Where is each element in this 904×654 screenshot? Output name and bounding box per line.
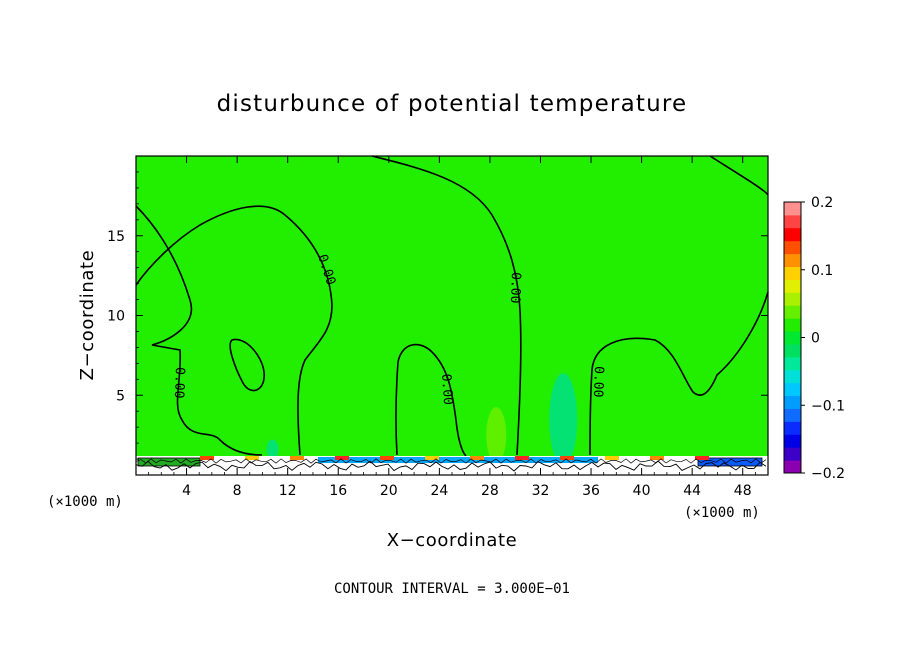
contour-label: 0.00 — [590, 366, 606, 398]
ground-warm-patch — [245, 456, 259, 460]
colorbar-tick-label: 0.1 — [811, 263, 833, 279]
colorbar-swatch — [784, 202, 801, 216]
chart-title: disturbunce of potential temperature — [217, 91, 688, 117]
negative_patch — [266, 439, 279, 460]
plot-background — [136, 156, 768, 475]
contour-line-top-right — [709, 155, 769, 196]
ground-warm-patch — [290, 456, 304, 460]
contour-line-mid — [371, 155, 522, 456]
contour-label: 0.00 — [171, 367, 187, 399]
contour-line-top-left — [135, 205, 333, 456]
colorbar-swatch — [784, 305, 801, 319]
ground-warm-patch — [380, 456, 394, 460]
x-tick-label: 32 — [532, 483, 550, 499]
contour-line-right — [589, 291, 769, 456]
colorbar-tick-label: 0.2 — [811, 195, 833, 211]
colorbar-swatch — [784, 214, 801, 229]
x-tick-label: 44 — [683, 483, 701, 499]
x-left-unit-label: (×1000 m) — [47, 494, 123, 510]
colorbar-swatch — [784, 434, 801, 448]
colorbar-swatch — [784, 447, 801, 461]
ground-band-blue — [318, 457, 598, 463]
ground-warm-patch — [515, 456, 529, 460]
x-tick-label: 28 — [481, 483, 499, 499]
contour-lines — [135, 155, 769, 457]
ground-contour — [135, 460, 767, 472]
x-tick-label: 16 — [329, 483, 347, 499]
contour-label: 0.00 — [507, 272, 523, 304]
ground-warm-patch — [470, 456, 484, 460]
plot-area — [135, 155, 769, 476]
contour-loop-left — [229, 338, 265, 392]
colorbar-swatch — [784, 343, 801, 358]
x-tick-label: 36 — [582, 483, 600, 499]
colorbar-swatch — [784, 408, 801, 422]
colorbar-swatch — [784, 253, 801, 268]
colorbar-swatch — [784, 356, 801, 371]
x-tick-label: 12 — [279, 483, 297, 499]
colorbar-swatch — [784, 421, 801, 435]
colorbar-swatch — [784, 382, 801, 397]
x-tick-label: 20 — [380, 483, 398, 499]
ground-warm-patch — [695, 456, 709, 460]
x-right-unit-label: (×1000 m) — [684, 505, 760, 521]
colorbar: 0.2 0.1 0 −0.1 −0.2 — [783, 195, 845, 482]
negative_patch — [549, 373, 578, 466]
ground-warm-patch — [335, 456, 349, 460]
x-axis: 4 8 12 16 20 24 28 32 36 40 44 48 — [148, 156, 756, 499]
ground-warm-patch — [650, 456, 664, 460]
y-tick-label: 15 — [107, 229, 125, 245]
colorbar-tick-label: −0.1 — [811, 398, 845, 414]
colorbar-tick-label: −0.2 — [811, 466, 845, 482]
colorbar-swatch — [784, 331, 801, 345]
ground-band-left — [137, 457, 201, 467]
x-tick-label: 48 — [734, 483, 752, 499]
y-tick-label: 10 — [107, 309, 125, 325]
y-tick-label: 5 — [116, 388, 125, 404]
y-axis: 5 10 15 — [107, 171, 768, 460]
positive_patch — [486, 407, 507, 464]
y-axis-title: Z−coordinate — [77, 250, 98, 381]
ground-warm-patch — [200, 456, 214, 460]
colorbar-swatch — [784, 318, 801, 332]
colorbar-swatch — [784, 266, 801, 280]
x-tick-label: 24 — [430, 483, 448, 499]
ground-warm-patch — [605, 456, 619, 460]
colorbar-swatch — [784, 292, 801, 306]
x-tick-label: 40 — [633, 483, 651, 499]
colorbar-swatch — [784, 279, 801, 293]
colorbar-swatch — [784, 460, 801, 474]
contour-label: 0.00 — [438, 373, 455, 405]
contour-line-left — [135, 205, 263, 456]
disturbance-patches — [266, 373, 578, 466]
contour-labels: 0.00 0.00 0.00 0.00 0.00 — [171, 253, 606, 406]
x-axis-title: X−coordinate — [387, 530, 518, 551]
ground-contour — [135, 458, 767, 464]
colorbar-swatch — [784, 240, 801, 255]
colorbar-swatch — [784, 227, 801, 242]
colorbar-tick-label: 0 — [811, 331, 820, 347]
ground-warm-patch — [425, 456, 439, 460]
ground-warm-patch — [560, 456, 574, 460]
x-tick-label: 8 — [233, 483, 242, 499]
contour-line-mid-lobe — [395, 343, 467, 457]
colorbar-swatch — [784, 369, 801, 384]
ground-layer — [135, 456, 768, 475]
contour-interval-note: CONTOUR INTERVAL = 3.000E−01 — [334, 581, 570, 597]
x-tick-label: 4 — [182, 483, 191, 499]
colorbar-swatch — [784, 395, 801, 409]
